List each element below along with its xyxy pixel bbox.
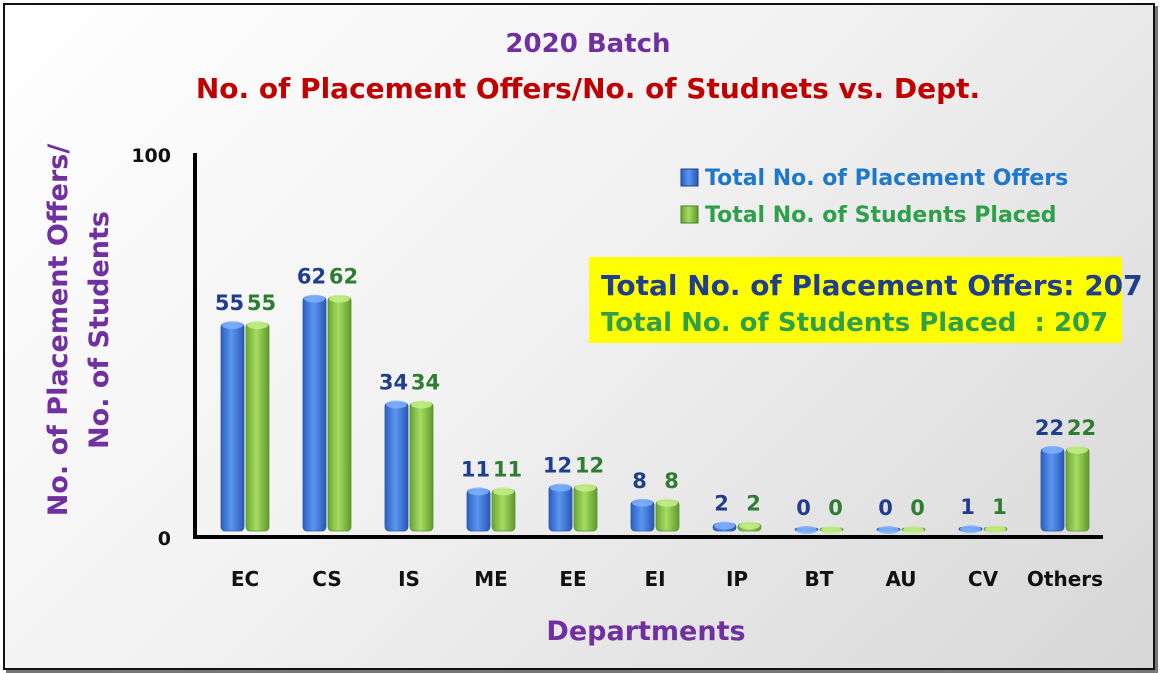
legend-label-offers: Total No. of Placement Offers [705,166,1068,191]
bar-placed-me [491,489,516,532]
x-tick-label: EC [231,567,259,591]
bar-top-cap [878,526,899,534]
x-tick-label: IP [726,567,748,591]
bar-top-cap [903,526,924,534]
legend-label-placed: Total No. of Students Placed [705,203,1057,228]
data-label-placed: 8 [664,469,679,493]
data-label-placed: 12 [575,454,604,478]
bar-top-cap [739,521,760,530]
total-placed-text: Total No. of Students Placed : 207 [601,308,1108,338]
y-tick-label: 100 [131,145,171,167]
bar-top-cap [1042,445,1063,454]
x-tick-label: Others [1027,567,1103,591]
x-tick-label: IS [398,567,420,591]
bar-top-cap [796,526,817,534]
y-axis-label-line1: No. of Placement Offers/ [43,144,74,517]
bar-top-cap [550,483,571,492]
data-label-placed: 11 [493,457,522,481]
data-label-offers: 22 [1035,416,1064,440]
bar-placed-cs [327,296,352,532]
totals-box: Total No. of Placement Offers: 207 Total… [589,257,1143,343]
bar-top-cap [247,321,268,330]
data-label-placed: 55 [247,291,276,315]
data-label-offers: 55 [215,291,244,315]
data-label-offers: 0 [796,496,811,520]
bar-top-cap [386,400,407,409]
x-tick-label: ME [474,567,508,591]
data-label-offers: 1 [960,495,975,519]
total-offers-text: Total No. of Placement Offers: 207 [601,269,1143,302]
legend-swatch-offers [680,168,699,187]
bar-placed-is [409,402,434,532]
bar-top-cap [468,487,489,496]
data-label-placed: 0 [828,496,843,520]
data-label-offers: 34 [379,370,408,394]
bar-top-cap [575,483,596,492]
bar-placed-ee [573,485,598,532]
bar-top-cap [632,498,653,507]
x-axis-label: Departments [546,616,745,647]
data-label-offers: 11 [461,457,490,481]
data-label-placed: 34 [411,370,440,394]
bar-offers-me [466,489,491,532]
data-label-offers: 62 [297,265,326,289]
data-label-offers: 8 [632,469,647,493]
bar-top-cap [657,498,678,507]
bar-offers-ee [548,485,573,532]
bar-top-cap [222,321,243,330]
data-label-offers: 0 [878,496,893,520]
bar-top-cap [985,525,1006,534]
legend-swatch-placed [680,205,699,224]
bar-top-cap [304,294,325,303]
x-tick-label: CV [968,567,999,591]
bar-top-cap [821,526,842,534]
bar-top-cap [493,487,514,496]
bar-top-cap [1067,445,1088,454]
bar-offers-others [1040,447,1065,532]
data-label-offers: 2 [714,491,729,515]
bar-offers-ec [220,322,245,532]
legend: Total No. of Placement Offers Total No. … [680,166,1068,228]
x-tick-label: AU [885,567,916,591]
bar-top-cap [329,294,350,303]
bar-top-cap [714,521,735,530]
data-label-offers: 12 [543,454,572,478]
x-tick-label: CS [312,567,341,591]
data-label-placed: 22 [1067,416,1096,440]
chart-title: 2020 Batch [505,29,670,59]
chart-subtitle: No. of Placement Offers/No. of Studnets … [196,72,980,105]
data-label-placed: 2 [746,491,761,515]
y-tick-label: 0 [158,528,171,550]
x-tick-label: EE [559,567,586,591]
bar-top-cap [960,525,981,534]
y-axis-label-line2: No. of Students [84,211,115,449]
bar-offers-cs [302,296,327,532]
data-label-placed: 1 [992,495,1007,519]
data-label-placed: 0 [910,496,925,520]
totals-background [589,257,1122,343]
x-tick-label: EI [644,567,665,591]
bar-placed-others [1065,447,1090,532]
data-label-placed: 62 [329,265,358,289]
bar-offers-is [384,402,409,532]
bar-top-cap [411,400,432,409]
bar-placed-ec [245,322,270,532]
x-tick-label: BT [805,567,834,591]
